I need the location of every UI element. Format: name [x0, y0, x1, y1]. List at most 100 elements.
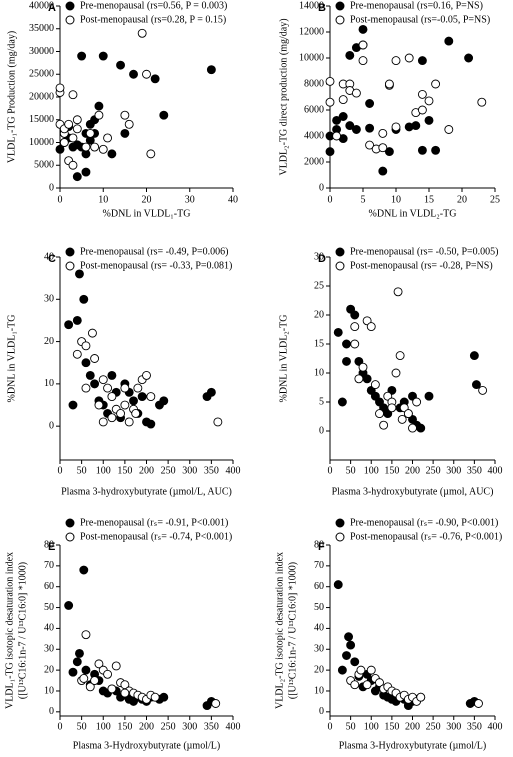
data-point [81, 341, 91, 351]
data-point [375, 409, 384, 419]
legend-marker [65, 532, 75, 542]
data-point [107, 392, 117, 402]
y-tick-label: 5 [319, 396, 324, 407]
data-point [471, 380, 481, 390]
y-tick-label: 15000 [29, 114, 54, 125]
data-point [81, 383, 91, 393]
panel-letter: A [48, 2, 56, 14]
legend-label: Pre-menopausal (rₛ= -0.90, P<0.001) [350, 517, 498, 528]
data-point [397, 414, 407, 424]
data-point [358, 40, 368, 50]
x-tick-label: 250 [426, 465, 441, 476]
y-tick-label: 30000 [29, 46, 54, 57]
x-tick-label: 20 [457, 194, 467, 205]
data-point [133, 383, 143, 393]
data-point [417, 105, 427, 115]
data-point [81, 167, 91, 177]
legend-marker [65, 15, 75, 25]
data-point [103, 383, 113, 393]
data-point [68, 90, 78, 100]
x-tick-label: 15 [424, 194, 434, 205]
y-tick-label: 6000 [304, 104, 324, 115]
data-point [90, 379, 100, 389]
x-tick-label: 150 [117, 721, 132, 732]
legend-marker [65, 261, 75, 271]
x-tick-label: 300 [182, 721, 197, 732]
y-tick-label: 0 [319, 182, 324, 193]
data-point [391, 368, 401, 378]
data-point [337, 665, 347, 675]
x-axis-label: Plasma 3-Hydroxybutyrate (µmol/L) [73, 740, 220, 751]
data-point [90, 354, 100, 363]
data-point [424, 96, 434, 106]
data-point [107, 684, 117, 694]
data-point [325, 76, 335, 86]
data-point [411, 121, 421, 131]
x-tick-label: 400 [226, 465, 241, 476]
y-tick-label: 60 [314, 581, 324, 592]
data-point [378, 143, 388, 153]
y-tick-label: 25 [314, 280, 324, 291]
data-point [75, 269, 84, 279]
y-tick-label: 40 [44, 251, 54, 262]
data-point [378, 166, 388, 176]
data-point [379, 420, 389, 430]
data-point [150, 692, 160, 702]
data-point [332, 115, 342, 125]
legend-marker [335, 532, 345, 542]
data-point [444, 36, 454, 46]
x-tick-label: 100 [364, 465, 379, 476]
x-axis-label: %DNL in VLDL₂-TG [369, 208, 457, 219]
y-axis-label: ([U¹³C16:1n-7 / U¹³C16:0] *1000) [17, 562, 28, 699]
data-point [342, 651, 351, 660]
y-tick-label: 0 [49, 706, 54, 717]
data-point [94, 659, 104, 669]
data-point [356, 665, 366, 675]
y-tick-label: 10 [44, 685, 54, 696]
data-point [124, 119, 134, 129]
data-point [120, 110, 130, 120]
legend-marker [65, 518, 75, 528]
x-tick-label: 0 [328, 465, 333, 476]
x-tick-label: 50 [346, 465, 356, 476]
x-tick-label: 0 [328, 194, 333, 205]
x-tick-label: 50 [77, 721, 87, 732]
data-point [90, 142, 100, 152]
x-tick-label: 10 [98, 194, 108, 205]
x-tick-label: 400 [488, 721, 503, 732]
data-point [159, 110, 169, 120]
y-tick-label: 30 [314, 251, 324, 262]
data-point [345, 50, 355, 60]
data-point [120, 128, 130, 138]
x-tick-label: 40 [228, 194, 238, 205]
legend-label: Post-menopausal (rₛ= -0.74, P<0.001) [80, 531, 232, 542]
data-point [90, 676, 100, 685]
data-point [159, 396, 169, 406]
data-point [350, 322, 360, 332]
y-tick-label: 30 [44, 294, 54, 305]
y-tick-label: 8000 [304, 78, 324, 89]
data-point [417, 145, 427, 155]
x-tick-label: 350 [204, 465, 219, 476]
data-point [213, 417, 223, 427]
data-point [55, 83, 65, 93]
legend-marker [65, 247, 75, 257]
data-point [77, 51, 87, 61]
panel-letter: F [318, 541, 325, 553]
x-tick-label: 25 [490, 194, 500, 205]
data-point [94, 110, 104, 120]
data-point [362, 680, 372, 690]
data-point [424, 115, 434, 125]
x-tick-label: 5 [361, 194, 366, 205]
data-point [350, 310, 360, 320]
data-point [79, 565, 89, 575]
data-point [120, 688, 130, 698]
data-point [68, 667, 78, 677]
data-point [146, 149, 156, 159]
data-point [72, 124, 82, 134]
data-point [72, 315, 82, 325]
y-tick-label: 20 [314, 664, 324, 675]
y-tick-label: 10000 [299, 52, 324, 63]
x-tick-label: 30 [185, 194, 195, 205]
